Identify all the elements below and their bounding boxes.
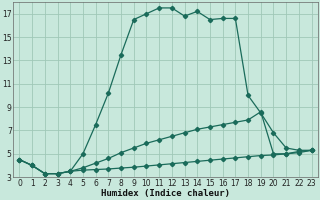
- X-axis label: Humidex (Indice chaleur): Humidex (Indice chaleur): [101, 189, 230, 198]
